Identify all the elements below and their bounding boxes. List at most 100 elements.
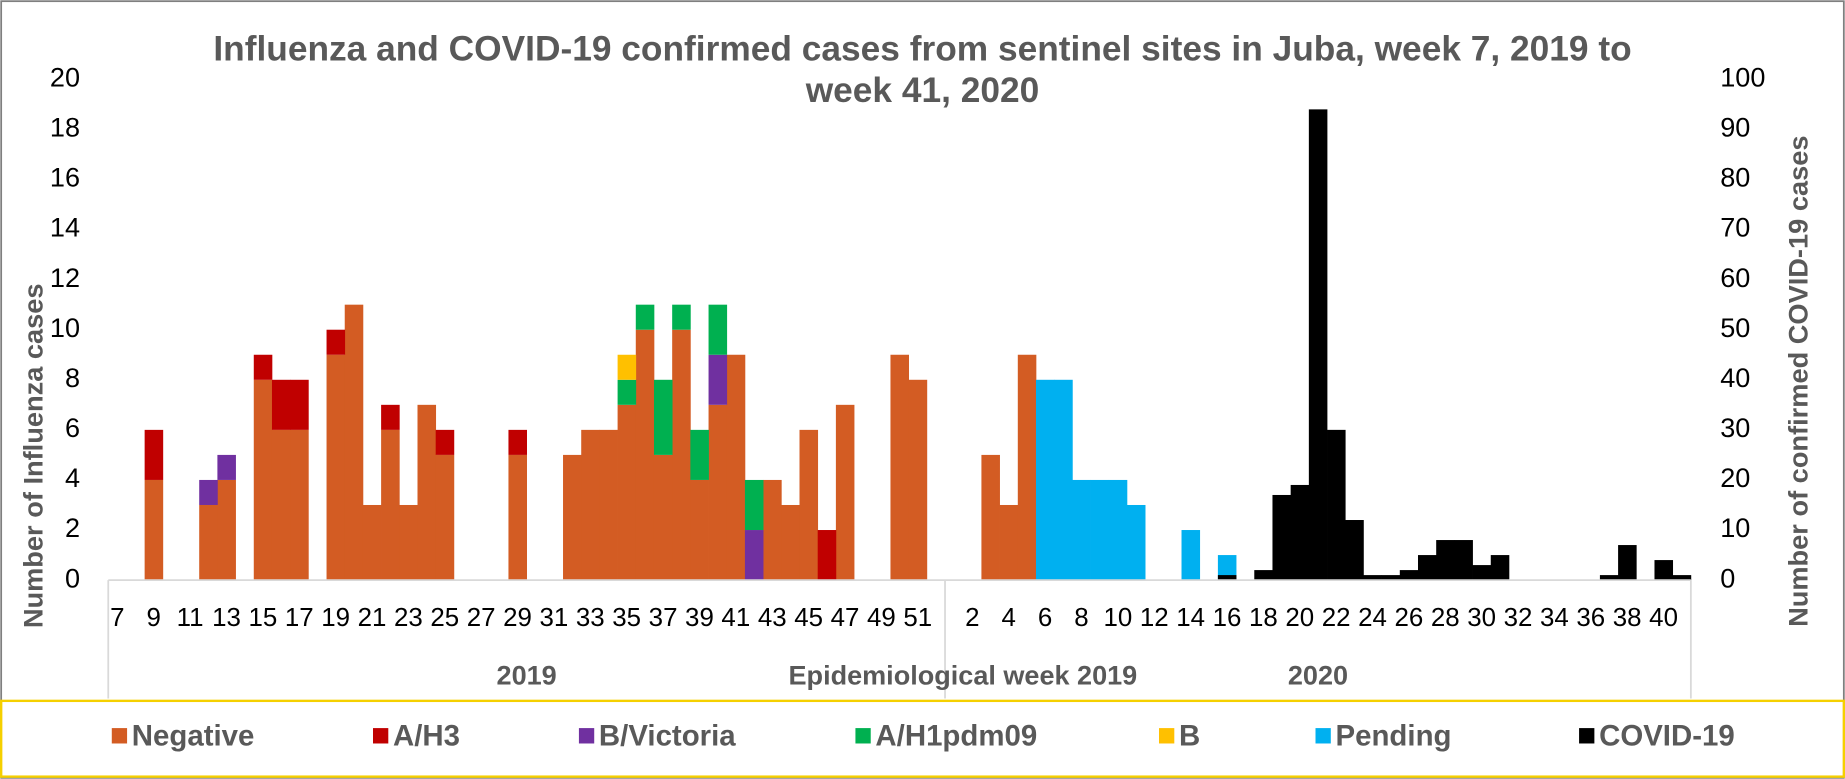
chart-title: Influenza and COVID-19 confirmed cases f… — [213, 29, 1632, 111]
bar-segment — [290, 429, 309, 581]
x-tick-label: 36 — [1576, 602, 1605, 632]
x-tick-label: 13 — [212, 602, 241, 632]
bar-segment — [508, 454, 527, 581]
legend-label: B — [1179, 719, 1200, 752]
legend-label: A/H3 — [393, 719, 460, 752]
bar — [1345, 520, 1364, 581]
bar-segment — [381, 429, 400, 581]
y2-tick-label: 10 — [1720, 512, 1750, 543]
bar-segment — [253, 354, 273, 380]
x-tick-label: 28 — [1431, 602, 1460, 632]
bar-segment — [690, 479, 709, 581]
bar-segment — [326, 354, 346, 581]
legend-swatch — [373, 728, 389, 744]
bar — [1308, 109, 1328, 581]
x-tick-label: 35 — [612, 602, 641, 632]
x-tick-label: 22 — [1322, 602, 1351, 632]
bar-segment — [1017, 354, 1037, 581]
bar — [1254, 570, 1273, 581]
x-tick-label: 45 — [794, 602, 823, 632]
x-tick-label: 2 — [965, 602, 979, 632]
x-tick-label: 24 — [1358, 602, 1387, 632]
legend-swatch — [1159, 728, 1175, 744]
bar-segment — [635, 304, 655, 330]
bar-segment — [417, 404, 437, 581]
y-tick-label: 20 — [50, 61, 80, 92]
bar-segment — [1054, 379, 1073, 581]
x-tick-label: 39 — [685, 602, 714, 632]
x-tick-label: 8 — [1074, 602, 1088, 632]
bar-segment — [672, 329, 691, 581]
y-tick-label: 10 — [50, 312, 80, 343]
bar — [1363, 575, 1382, 581]
bar-segment — [835, 404, 855, 581]
x-tick-label: 26 — [1395, 602, 1424, 632]
x-group-label: 2019 — [497, 659, 557, 690]
bar-segment — [199, 504, 218, 581]
bar-segment — [726, 354, 746, 581]
legend-label: Pending — [1336, 719, 1452, 752]
bar-segment — [144, 429, 164, 480]
bar-segment — [653, 454, 673, 581]
bar — [1327, 429, 1346, 581]
x-tick-label: 27 — [467, 602, 496, 632]
x-tick-label: 10 — [1103, 602, 1132, 632]
x-tick-label: 40 — [1649, 602, 1678, 632]
bar-segment — [981, 454, 1000, 581]
x-tick-label: 6 — [1038, 602, 1052, 632]
legend-label: B/Victoria — [599, 719, 736, 752]
bar-segment — [817, 530, 837, 581]
bar-segment — [708, 304, 728, 355]
x-tick-label: 17 — [285, 602, 314, 632]
x-tick-label: 38 — [1613, 602, 1642, 632]
bar-segment — [617, 404, 637, 581]
x-tick-label: 34 — [1540, 602, 1569, 632]
y2-tick-label: 100 — [1720, 61, 1765, 92]
x-tick-label: 14 — [1176, 602, 1205, 632]
bar-segment — [1126, 504, 1146, 581]
y2-tick-label: 40 — [1720, 362, 1750, 393]
bar — [1417, 555, 1437, 581]
x-tick-label: 32 — [1504, 602, 1533, 632]
x-tick-label: 30 — [1467, 602, 1496, 632]
bar — [1654, 560, 1674, 581]
y2-tick-label: 60 — [1720, 262, 1750, 293]
bar-segment — [435, 429, 455, 455]
y2-tick-label: 70 — [1720, 212, 1750, 243]
bar-segment — [1035, 379, 1055, 581]
bar-segment — [708, 354, 728, 405]
x-tick-label: 41 — [721, 602, 750, 632]
legend-label: Negative — [132, 719, 255, 752]
legend-label: COVID-19 — [1599, 719, 1735, 752]
y-tick-label: 4 — [65, 462, 80, 493]
bar-segment — [617, 354, 637, 380]
bar-segment — [617, 379, 637, 405]
bar-segment — [381, 404, 400, 430]
bar-segment — [271, 429, 291, 581]
x-tick-label: 19 — [321, 602, 350, 632]
legend-swatch — [578, 728, 595, 744]
bar-segment — [435, 454, 455, 581]
bar-segment — [763, 479, 782, 581]
x-tick-label: 23 — [394, 602, 423, 632]
bar-segment — [581, 429, 600, 581]
x-tick-label: 16 — [1213, 602, 1242, 632]
x-tick-label: 11 — [177, 602, 204, 632]
bar-segment — [144, 479, 164, 581]
y-tick-label: 14 — [50, 212, 80, 243]
bar-segment — [253, 379, 273, 581]
bar — [1290, 484, 1310, 581]
bar — [1381, 575, 1401, 581]
bar — [1618, 545, 1637, 581]
bar-segment — [653, 379, 673, 455]
bar-segment — [690, 429, 709, 480]
x-tick-label: 7 — [110, 602, 124, 632]
bar-segment — [999, 504, 1019, 581]
legend-swatch — [111, 728, 128, 744]
x-tick-label: 18 — [1249, 602, 1278, 632]
bar — [1472, 565, 1492, 581]
bar — [1454, 540, 1473, 581]
x-tick-label: 49 — [867, 602, 896, 632]
y2-axis-title: Number of confirmed COVID-19 cases — [1783, 136, 1814, 627]
